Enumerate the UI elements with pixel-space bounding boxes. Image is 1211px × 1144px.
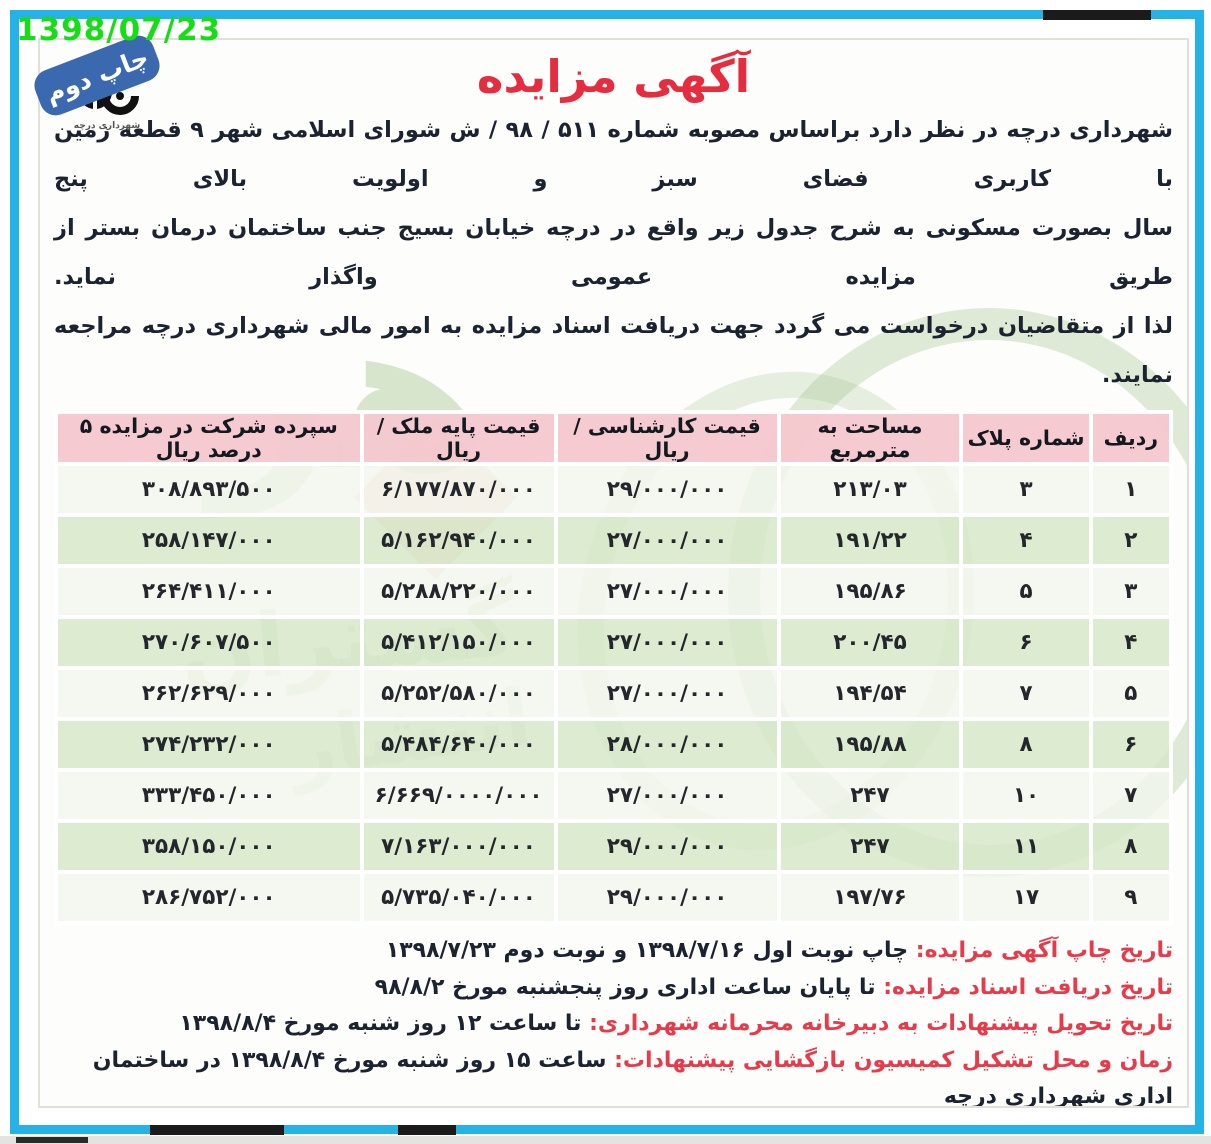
cell-base-price: ۵/۱۶۲/۹۴۰/۰۰۰ [359,513,558,568]
table-row: ۷ ۱۰ ۲۴۷ ۲۷/۰۰۰/۰۰۰ ۶/۶۶۹/۰۰۰۰/۰۰۰ ۳۳۳/۴۵۰/۰۰… [54,768,1174,823]
cell-deposit: ۲۷۴/۲۳۲/۰۰۰ [54,717,364,772]
detail-line-proposal-delivery: تاریخ تحویل پیشنهادات به دبیرخانه محرمان… [54,1006,1173,1043]
page-edge-dash [16,1137,88,1143]
detail-line-commission: زمان و محل تشکیل کمیسیون بازگشایی پیشنها… [54,1043,1173,1108]
cell-plate-no: ۶ [959,615,1093,670]
cell-area: ۱۹۴/۵۴ [776,666,964,721]
cell-deposit: ۳۳۳/۴۵۰/۰۰۰ [54,768,364,823]
intro-line-2: سال بصورت مسکونی به شرح جدول زیر واقع در… [54,215,1173,290]
cell-row-no: ۱ [1088,462,1174,517]
col-header-base-price: قیمت پایه ملک / ریال [359,410,558,466]
detail-text: ساعت ۱۵ روز شنبه مورخ ۱۳۹۸/۸/۴ در ساختما… [92,1047,1173,1108]
cell-base-price: ۵/۷۳۵/۰۴۰/۰۰۰ [359,870,558,925]
crop-mark-bottom-1 [150,1125,284,1135]
cell-base-price: ۷/۱۶۳/۰۰۰/۰۰۰ [359,819,558,874]
page-edge-strip [0,1136,1211,1144]
cell-area: ۲۴۷ [776,819,964,874]
cell-deposit: ۲۵۸/۱۴۷/۰۰۰ [54,513,364,568]
table-row: ۴ ۶ ۲۰۰/۴۵ ۲۷/۰۰۰/۰۰۰ ۵/۴۱۲/۱۵۰/۰۰۰ ۲۷۰/۶۰۷/۵… [54,615,1174,670]
col-header-plate-no: شماره پلاک [959,410,1093,466]
cell-plate-no: ۱۷ [959,870,1093,925]
cell-appraisal-price: ۲۷/۰۰۰/۰۰۰ [553,564,781,619]
cell-appraisal-price: ۲۹/۰۰۰/۰۰۰ [553,870,781,925]
col-header-appraisal-price: قیمت کارشناسی / ریال [553,410,781,466]
ad-title: آگهی مزایده [476,50,751,103]
detail-label: تاریخ دریافت اسناد مزایده: [883,974,1173,1000]
table-row: ۹ ۱۷ ۱۹۷/۷۶ ۲۹/۰۰۰/۰۰۰ ۵/۷۳۵/۰۴۰/۰۰۰ ۲۸۶/۷۵۲/… [54,870,1174,925]
table-row: ۵ ۷ ۱۹۴/۵۴ ۲۷/۰۰۰/۰۰۰ ۵/۲۵۲/۵۸۰/۰۰۰ ۲۶۲/۶۲۹/۰… [54,666,1174,721]
crop-mark-bottom-2 [398,1125,456,1135]
cell-appraisal-price: ۲۷/۰۰۰/۰۰۰ [553,513,781,568]
auction-table: ردیف شماره پلاک مساحت به مترمربع قیمت کا… [54,410,1174,925]
cell-area: ۲۱۳/۰۳ [776,462,964,517]
cell-plate-no: ۱۰ [959,768,1093,823]
table-row: ۱ ۳ ۲۱۳/۰۳ ۲۹/۰۰۰/۰۰۰ ۶/۱۷۷/۸۷۰/۰۰۰ ۳۰۸/۸۹۳/۵… [54,462,1174,517]
cell-base-price: ۵/۴۸۴/۶۴۰/۰۰۰ [359,717,558,772]
cell-deposit: ۲۶۴/۴۱۱/۰۰۰ [54,564,364,619]
cell-area: ۲۴۷ [776,768,964,823]
cell-row-no: ۳ [1088,564,1174,619]
cell-row-no: ۸ [1088,819,1174,874]
crop-mark-top [1043,10,1151,20]
cell-base-price: ۵/۴۱۲/۱۵۰/۰۰۰ [359,615,558,670]
detail-text: تا ساعت ۱۲ روز شنبه مورخ ۱۳۹۸/۸/۴ [179,1011,582,1036]
cell-deposit: ۲۷۰/۶۰۷/۵۰۰ [54,615,364,670]
cell-deposit: ۳۵۸/۱۵۰/۰۰۰ [54,819,364,874]
table-row: ۶ ۸ ۱۹۵/۸۸ ۲۸/۰۰۰/۰۰۰ ۵/۴۸۴/۶۴۰/۰۰۰ ۲۷۴/۲۳۲/۰… [54,717,1174,772]
cell-area: ۱۹۵/۸۸ [776,717,964,772]
ad-sheet: هر گستران انتشار شهرداری درچه آگهی مزاید… [38,38,1189,1108]
cell-appraisal-price: ۲۸/۰۰۰/۰۰۰ [553,717,781,772]
cell-plate-no: ۵ [959,564,1093,619]
cell-appraisal-price: ۲۹/۰۰۰/۰۰۰ [553,819,781,874]
cell-deposit: ۲۶۲/۶۲۹/۰۰۰ [54,666,364,721]
table-row: ۲ ۴ ۱۹۱/۲۲ ۲۷/۰۰۰/۰۰۰ ۵/۱۶۲/۹۴۰/۰۰۰ ۲۵۸/۱۴۷/۰… [54,513,1174,568]
cell-row-no: ۴ [1088,615,1174,670]
cell-base-price: ۶/۱۷۷/۸۷۰/۰۰۰ [359,462,558,517]
intro-paragraph: شهرداری درچه در نظر دارد براساس مصوبه شم… [54,106,1173,400]
cell-row-no: ۷ [1088,768,1174,823]
cell-row-no: ۲ [1088,513,1174,568]
cell-plate-no: ۸ [959,717,1093,772]
detail-label: تاریخ تحویل پیشنهادات به دبیرخانه محرمان… [589,1011,1173,1036]
cell-base-price: ۵/۲۵۲/۵۸۰/۰۰۰ [359,666,558,721]
col-header-row-no: ردیف [1088,410,1174,466]
detail-line-print-dates: تاریخ چاپ آگهی مزایده: چاپ نوبت اول ۱۳۹۸… [54,933,1173,970]
cell-appraisal-price: ۲۷/۰۰۰/۰۰۰ [553,615,781,670]
cell-plate-no: ۴ [959,513,1093,568]
detail-label: زمان و محل تشکیل کمیسیون بازگشایی پیشنها… [614,1047,1173,1073]
detail-text: تا پایان ساعت اداری روز پنجشنبه مورخ ۹۸/… [374,974,876,1000]
intro-line-1: شهرداری درچه در نظر دارد براساس مصوبه شم… [54,117,1173,192]
cell-appraisal-price: ۲۷/۰۰۰/۰۰۰ [553,768,781,823]
cell-area: ۱۹۷/۷۶ [776,870,964,925]
detail-label: تاریخ چاپ آگهی مزایده: [915,938,1173,963]
logo-caption: شهرداری درچه [74,121,141,131]
table-row: ۸ ۱۱ ۲۴۷ ۲۹/۰۰۰/۰۰۰ ۷/۱۶۳/۰۰۰/۰۰۰ ۳۵۸/۱۵۰/۰۰۰ [54,819,1174,874]
cell-deposit: ۳۰۸/۸۹۳/۵۰۰ [54,462,364,517]
intro-line-3: لذا از متقاضیان درخواست می گردد جهت دریا… [54,313,1173,388]
detail-text: چاپ نوبت اول ۱۳۹۸/۷/۱۶ و نوبت دوم ۱۳۹۸/۷… [385,938,909,963]
cell-plate-no: ۳ [959,462,1093,517]
table-header-row: ردیف شماره پلاک مساحت به مترمربع قیمت کا… [54,410,1174,466]
detail-line-document-pickup: تاریخ دریافت اسناد مزایده: تا پایان ساعت… [54,970,1173,1007]
cell-appraisal-price: ۲۷/۰۰۰/۰۰۰ [553,666,781,721]
table-row: ۳ ۵ ۱۹۵/۸۶ ۲۷/۰۰۰/۰۰۰ ۵/۲۸۸/۲۲۰/۰۰۰ ۲۶۴/۴۱۱/۰… [54,564,1174,619]
cell-area: ۲۰۰/۴۵ [776,615,964,670]
cell-plate-no: ۷ [959,666,1093,721]
cell-area: ۱۹۱/۲۲ [776,513,964,568]
cell-base-price: ۵/۲۸۸/۲۲۰/۰۰۰ [359,564,558,619]
cell-plate-no: ۱۱ [959,819,1093,874]
cell-base-price: ۶/۶۶۹/۰۰۰۰/۰۰۰ [359,768,558,823]
col-header-deposit: سپرده شرکت در مزایده ۵ درصد ریال [54,410,364,466]
col-header-area: مساحت به مترمربع [776,410,964,466]
cell-appraisal-price: ۲۹/۰۰۰/۰۰۰ [553,462,781,517]
cell-row-no: ۵ [1088,666,1174,721]
date-stamp: 1398/07/23 [16,12,222,48]
footer-details: تاریخ چاپ آگهی مزایده: چاپ نوبت اول ۱۳۹۸… [54,933,1173,1108]
cell-area: ۱۹۵/۸۶ [776,564,964,619]
cell-row-no: ۹ [1088,870,1174,925]
cell-deposit: ۲۸۶/۷۵۲/۰۰۰ [54,870,364,925]
cell-row-no: ۶ [1088,717,1174,772]
